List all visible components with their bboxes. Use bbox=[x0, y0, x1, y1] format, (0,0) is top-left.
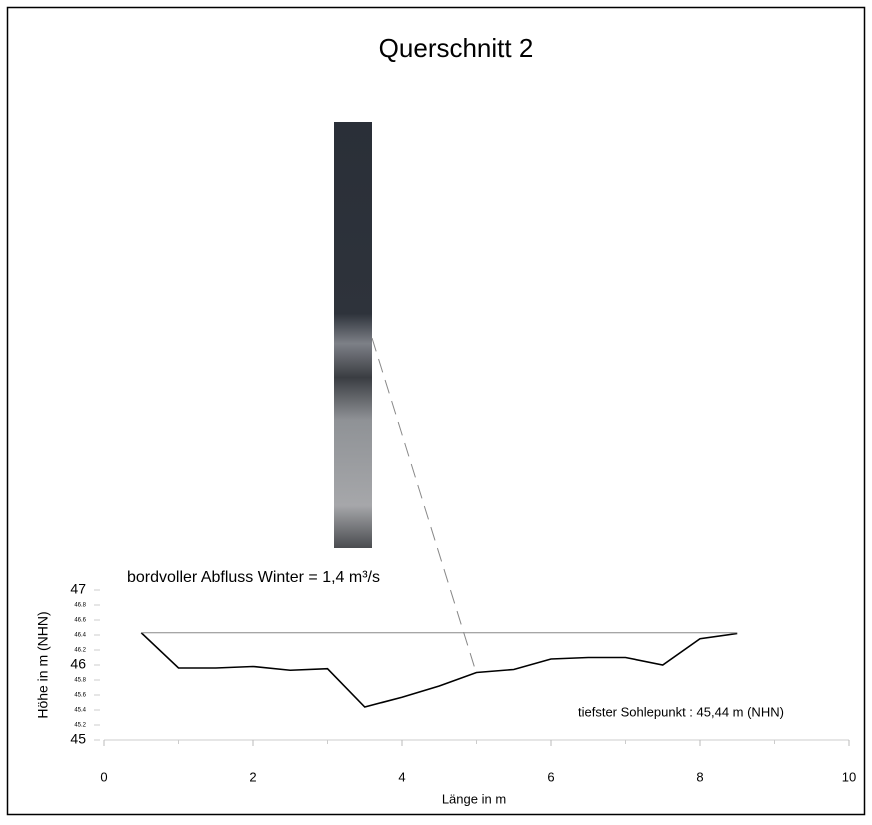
x-tick-label: 0 bbox=[100, 769, 107, 784]
y-tick-label: 45.6 bbox=[74, 693, 86, 699]
y-tick-label: 45.8 bbox=[74, 678, 86, 684]
x-tick-label: 6 bbox=[547, 769, 554, 784]
x-tick-label: 8 bbox=[696, 769, 703, 784]
y-tick-label: 47 bbox=[70, 581, 86, 597]
x-tick-label: 2 bbox=[249, 769, 256, 784]
sediment-core-photo bbox=[334, 122, 372, 548]
chart-title: Querschnitt 2 bbox=[379, 33, 534, 63]
y-tick-label: 45 bbox=[70, 731, 86, 747]
y-tick-label: 46 bbox=[70, 656, 86, 672]
y-tick-label: 45.2 bbox=[74, 723, 86, 729]
annotation: bordvoller Abfluss Winter = 1,4 m³/s bbox=[127, 569, 380, 586]
y-tick-label: 46.2 bbox=[74, 648, 86, 654]
y-tick-label: 45.4 bbox=[74, 708, 86, 714]
line bbox=[140, 632, 738, 708]
x-axis-label: Länge in m bbox=[442, 791, 506, 806]
annotation: tiefster Sohlepunkt : 45,44 m (NHN) bbox=[578, 704, 784, 719]
y-tick-label: 46.6 bbox=[74, 618, 86, 624]
x-tick-label: 10 bbox=[842, 769, 856, 784]
y-tick-label: 46.4 bbox=[74, 633, 86, 639]
photo-leader-line bbox=[371, 337, 477, 673]
x-tick-label: 4 bbox=[398, 769, 405, 784]
y-axis-label: Höhe in m (NHN) bbox=[35, 611, 51, 718]
frame bbox=[6, 6, 866, 816]
y-tick-label: 46.8 bbox=[74, 603, 86, 609]
